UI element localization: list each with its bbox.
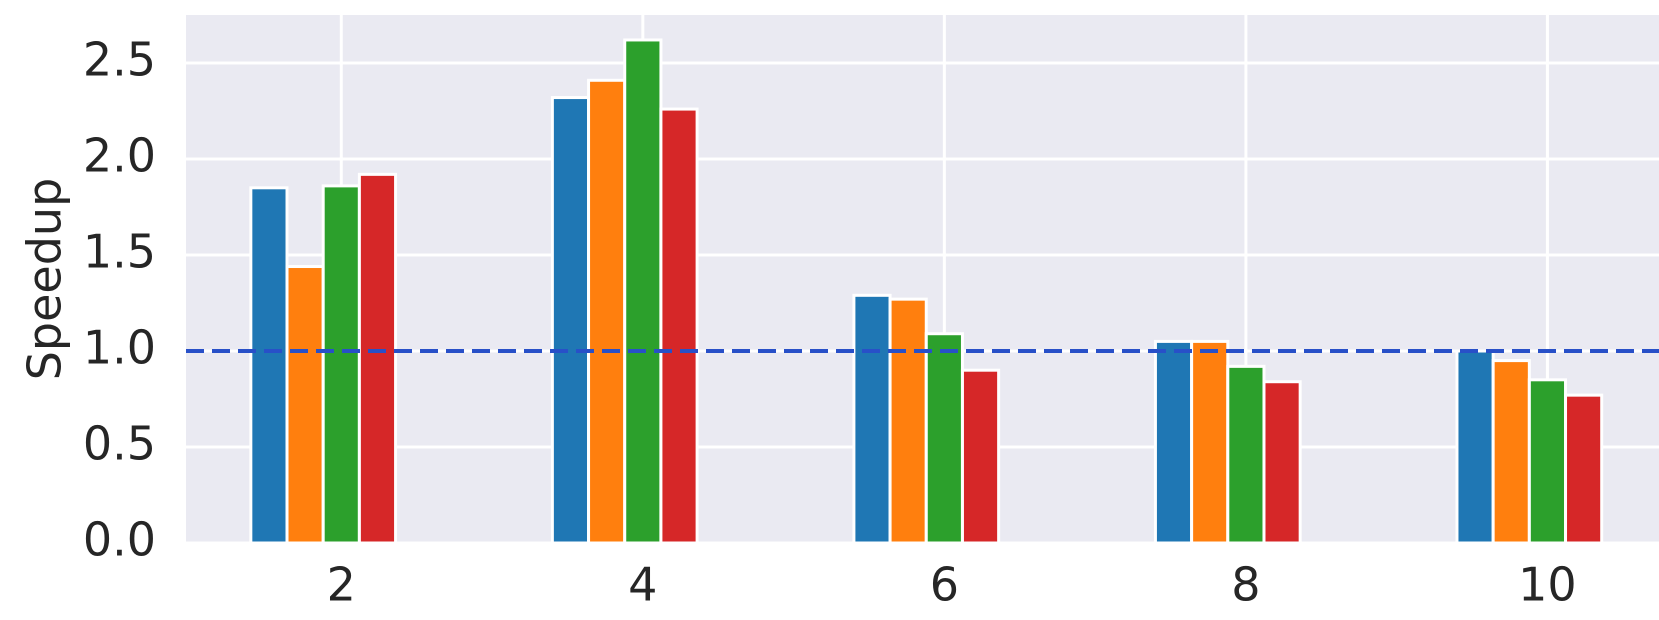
bar: [1491, 359, 1531, 545]
bar: [659, 107, 699, 545]
bar: [623, 38, 663, 545]
bar: [960, 368, 1001, 545]
bar: [888, 297, 928, 545]
x-tick-label: 10: [1518, 558, 1577, 612]
y-tick-label: 2.0: [83, 129, 156, 183]
x-tick-label: 2: [327, 558, 356, 612]
bar: [1153, 339, 1194, 545]
x-tick-label: 6: [930, 558, 959, 612]
bar: [357, 172, 398, 545]
bar: [587, 78, 627, 545]
x-tick-label: 8: [1231, 558, 1260, 612]
x-tick-label: 4: [628, 558, 657, 612]
bar: [1527, 378, 1568, 545]
bar: [285, 265, 325, 545]
bar: [249, 186, 289, 545]
bar: [852, 293, 892, 545]
y-tick-label: 0.0: [83, 513, 156, 567]
bar: [1262, 380, 1302, 545]
bar: [1226, 364, 1266, 545]
bar: [1190, 339, 1230, 545]
bar: [321, 184, 361, 545]
bar: [550, 96, 591, 545]
y-axis-label: Speedup: [18, 178, 72, 381]
y-tick-label: 0.5: [83, 417, 156, 471]
y-tick-label: 2.5: [83, 33, 156, 87]
bar: [1564, 393, 1604, 545]
y-tick-label: 1.0: [83, 321, 156, 375]
bar: [1455, 349, 1495, 545]
y-tick-label: 1.5: [83, 225, 156, 279]
bar: [924, 332, 964, 545]
